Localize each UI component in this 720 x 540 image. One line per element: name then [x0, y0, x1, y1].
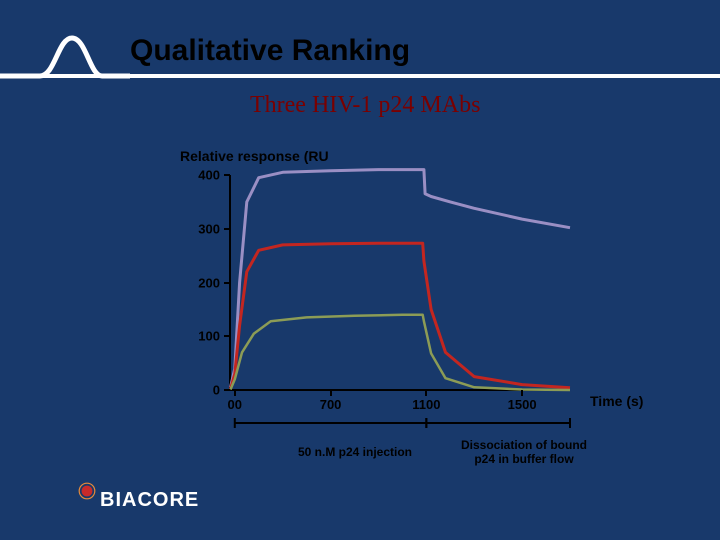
phase-brackets	[230, 418, 570, 433]
chart-svg	[230, 175, 570, 405]
page-subtitle: Three HIV-1 p24 MAbs	[250, 92, 480, 119]
y-tick-mark	[224, 389, 230, 391]
injection-bracket	[235, 418, 427, 428]
y-tick-label: 300	[180, 221, 220, 236]
x-tick-mark	[330, 390, 332, 396]
dissociation-line2: p24 in buffer flow	[474, 452, 573, 466]
dissociation-bracket	[426, 418, 570, 428]
title-curve-accent	[0, 20, 130, 100]
y-tick-label: 0	[180, 383, 220, 398]
logo-icon	[78, 482, 96, 500]
olive-series-line	[231, 315, 571, 390]
injection-phase-label: 50 n.M p24 injection	[270, 445, 440, 459]
x-axis-label: Time (s)	[590, 393, 643, 409]
x-tick-label: 00	[228, 397, 242, 412]
y-tick-label: 100	[180, 329, 220, 344]
y-tick-mark	[224, 228, 230, 230]
x-tick-mark	[521, 390, 523, 396]
dissociation-line1: Dissociation of bound	[461, 438, 587, 452]
y-tick-mark	[224, 282, 230, 284]
title-underline	[0, 74, 720, 78]
y-tick-label: 200	[180, 275, 220, 290]
y-tick-mark	[224, 174, 230, 176]
logo-text: BIACORE	[100, 489, 199, 512]
x-tick-label: 700	[320, 397, 342, 412]
y-axis-label: Relative response (RU	[180, 148, 329, 164]
dissociation-phase-label: Dissociation of bound p24 in buffer flow	[444, 438, 604, 467]
x-tick-label: 1100	[412, 397, 440, 412]
y-tick-mark	[224, 335, 230, 337]
red-series-line	[231, 243, 571, 389]
slide: Qualitative Ranking Three HIV-1 p24 MAbs…	[0, 0, 720, 540]
x-tick-mark	[425, 390, 427, 396]
x-tick-mark	[234, 390, 236, 396]
purple-series-line	[231, 170, 571, 388]
x-tick-label: 1500	[508, 397, 537, 412]
y-tick-label: 400	[180, 168, 220, 183]
page-title: Qualitative Ranking	[130, 34, 410, 68]
sensorgram-chart: 01002003004000070011001500	[230, 175, 570, 390]
